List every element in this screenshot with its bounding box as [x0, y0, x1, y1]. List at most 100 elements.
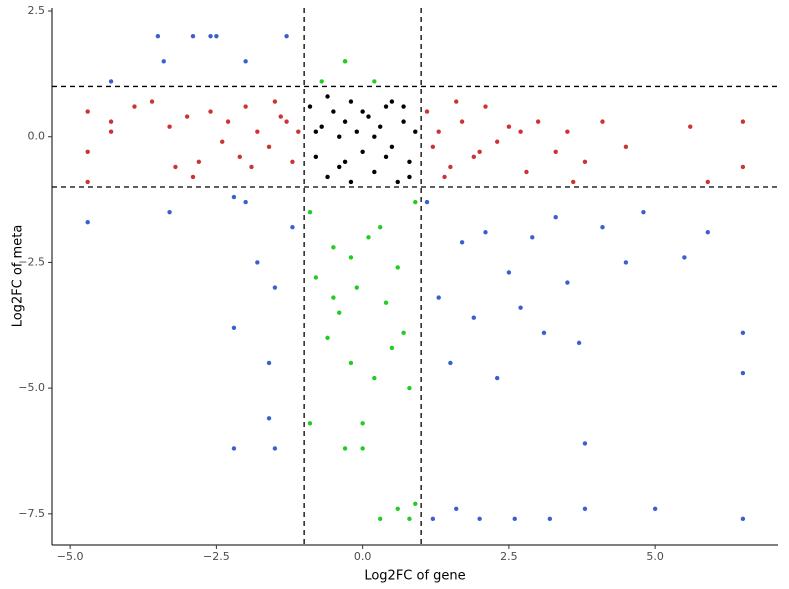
point — [436, 129, 441, 134]
point — [348, 360, 354, 366]
point — [190, 33, 196, 39]
point — [740, 370, 746, 376]
point — [313, 154, 319, 160]
point — [506, 270, 512, 275]
point — [389, 99, 395, 104]
point — [225, 119, 231, 124]
point — [518, 305, 523, 310]
y-axis-title: Log2FC of meta — [11, 225, 26, 328]
point — [366, 114, 371, 119]
point — [535, 119, 541, 124]
point — [319, 79, 324, 84]
point — [337, 164, 342, 170]
point — [354, 285, 359, 290]
point — [407, 516, 412, 522]
point — [296, 129, 301, 134]
point — [325, 335, 330, 341]
point — [413, 501, 418, 506]
point — [272, 285, 278, 290]
point — [360, 446, 365, 451]
point — [454, 99, 459, 104]
point — [214, 33, 219, 39]
point — [383, 104, 389, 109]
point — [565, 280, 570, 285]
point — [494, 375, 500, 381]
point — [342, 119, 348, 124]
point — [372, 134, 377, 139]
point — [266, 416, 272, 421]
point — [740, 330, 746, 336]
y-tick-label: −7.5 — [18, 507, 45, 520]
point — [688, 124, 693, 129]
point — [331, 245, 336, 250]
point — [442, 174, 447, 180]
point — [623, 260, 629, 265]
point — [471, 315, 476, 320]
point — [395, 506, 400, 511]
point — [377, 225, 383, 230]
point — [424, 109, 430, 114]
point — [401, 104, 406, 109]
point — [331, 295, 336, 300]
point — [401, 330, 406, 336]
x-axis-title: Log2FC of gene — [364, 569, 465, 584]
point — [108, 119, 114, 124]
point — [372, 169, 377, 175]
point — [471, 154, 476, 160]
x-tick-label: 2.5 — [500, 550, 518, 563]
point — [459, 240, 465, 245]
point — [389, 144, 395, 149]
point — [413, 129, 418, 134]
point — [307, 421, 313, 426]
point — [360, 421, 365, 426]
point — [167, 209, 172, 215]
point — [272, 99, 278, 104]
point — [506, 124, 512, 129]
point — [512, 516, 517, 522]
point — [313, 275, 319, 280]
point — [155, 33, 161, 39]
point — [272, 446, 278, 451]
point — [290, 225, 295, 230]
y-tick-label: −5.0 — [18, 381, 45, 394]
point — [395, 265, 400, 270]
point — [377, 124, 383, 129]
point — [430, 144, 436, 149]
x-tick-label: 5.0 — [646, 550, 664, 563]
point — [600, 119, 605, 124]
point — [173, 164, 178, 170]
x-tick-label: 0.0 — [354, 550, 372, 563]
point — [553, 214, 558, 220]
point — [407, 385, 412, 391]
point — [623, 144, 629, 149]
point — [705, 179, 710, 185]
point — [348, 179, 354, 185]
point — [565, 129, 570, 134]
point — [243, 104, 248, 109]
point — [149, 99, 155, 104]
point — [372, 375, 377, 381]
point — [494, 139, 500, 144]
point — [348, 99, 354, 104]
point — [255, 129, 260, 134]
point — [582, 441, 588, 446]
point — [483, 230, 488, 235]
point — [313, 129, 319, 134]
point — [108, 79, 114, 84]
point — [348, 255, 354, 260]
point — [413, 199, 418, 205]
point — [705, 230, 710, 235]
point — [85, 109, 90, 114]
point — [307, 104, 313, 109]
point — [483, 104, 488, 109]
point — [337, 310, 342, 315]
point — [360, 149, 365, 155]
point — [319, 124, 324, 129]
point — [518, 129, 523, 134]
point — [407, 174, 412, 180]
point — [740, 119, 746, 124]
point — [454, 506, 459, 511]
point — [553, 149, 558, 155]
point — [600, 225, 605, 230]
